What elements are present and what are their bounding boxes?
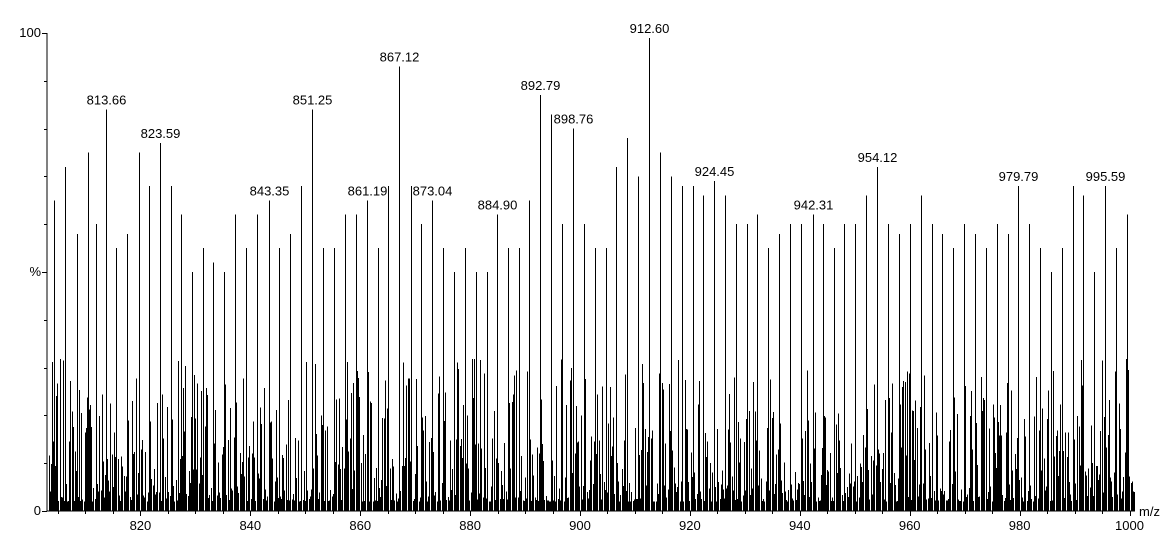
y-tick-label: % [29,264,41,279]
peak-label: 851.25 [293,92,333,107]
x-tick-label: 1000 [1115,518,1144,533]
x-tick-label: 920 [679,518,701,533]
x-tick-label: 960 [899,518,921,533]
peak-label: 995.59 [1086,169,1126,184]
peak-labels: 813.66 823.59 843.35 851.25 861.19 867.12 873.… [87,21,1126,213]
x-axis-ticks: 820 840 860 880 900 920 940 960 980 1000 [58,511,1144,533]
peak-label: 884.90 [478,198,518,213]
peak-label: 898.76 [554,112,594,127]
y-axis-ticks: 0% 100 [19,25,47,518]
peak-label: 843.35 [250,183,290,198]
y-tick-label: 100 [19,25,41,40]
x-tick-label: 820 [130,518,152,533]
peak-label: 873.04 [413,183,453,198]
y-tick-label: 0 [34,503,41,518]
peak-label: 912.60 [630,21,670,36]
peak-label: 823.59 [141,126,181,141]
x-tick-label: 880 [459,518,481,533]
peak-label: 924.45 [695,164,735,179]
peak-label: 867.12 [380,49,420,64]
x-tick-label: 940 [789,518,811,533]
x-tick-label: 860 [349,518,371,533]
peak-label: 979.79 [999,169,1039,184]
x-tick-label: 980 [1009,518,1031,533]
x-axis-title: m/z [1139,504,1160,519]
peak-label: 892.79 [521,78,561,93]
x-tick-label: 900 [569,518,591,533]
x-tick-label: 840 [239,518,261,533]
peak-label: 942.31 [794,198,834,213]
peak-label: 954.12 [858,150,898,165]
peak-label: 861.19 [348,183,388,198]
baseline-noise [49,358,1135,511]
peak-series [54,37,1128,511]
peak-label: 813.66 [87,92,127,107]
